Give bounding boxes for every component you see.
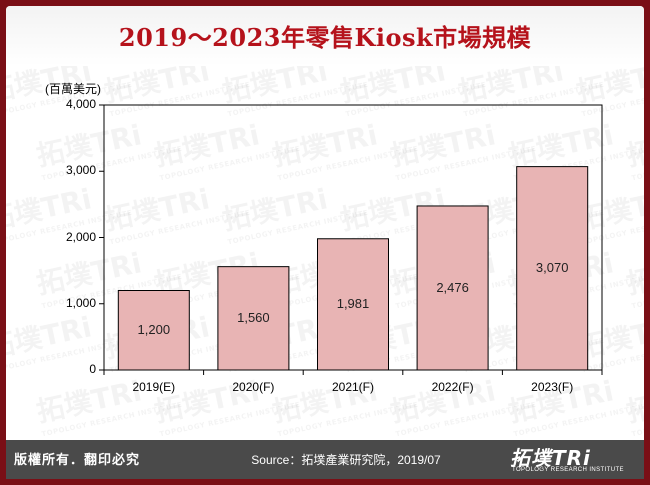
title-band xyxy=(6,6,644,66)
bar xyxy=(117,290,190,371)
bar xyxy=(516,166,589,371)
logo-text: 拓墣TRi xyxy=(510,446,591,470)
y-tick-label: 2,000 xyxy=(65,229,96,244)
x-tick-label: 2020(F) xyxy=(232,380,275,394)
data-label: 1,981 xyxy=(336,296,370,312)
tri-logo: 拓墣TRi TOPOLOGY RESEARCH INSTITUTE xyxy=(510,442,636,477)
x-tick-label: 2023(F) xyxy=(531,380,574,394)
chart-title: 2019～2023年零售Kiosk市場規模 xyxy=(118,23,532,52)
logo-subtext: TOPOLOGY RESEARCH INSTITUTE xyxy=(512,467,624,473)
data-label: 2,476 xyxy=(436,279,469,295)
copyright-notice: 版權所有．翻印必究 xyxy=(14,452,141,467)
source-note: Source：拓墣產業研究院，2019/07 xyxy=(251,453,441,467)
y-tick-label: 4,000 xyxy=(65,97,96,111)
footer-bar: 版權所有．翻印必究 Source：拓墣產業研究院，2019/07 拓墣TRi T… xyxy=(6,440,644,479)
data-label: 1,200 xyxy=(137,322,171,338)
y-tick-label: 1,000 xyxy=(65,295,96,310)
data-label: 3,070 xyxy=(535,260,569,276)
y-axis-unit-label: (百萬美元) xyxy=(45,82,101,96)
x-tick-label: 2022(F) xyxy=(431,380,474,394)
bar xyxy=(217,266,290,371)
x-tick-label: 2021(F) xyxy=(331,380,375,394)
y-tick-label: 0 xyxy=(89,362,96,376)
data-label: 1,560 xyxy=(237,310,270,326)
bar xyxy=(317,238,389,371)
bar xyxy=(416,205,489,371)
y-tick-label: 3,000 xyxy=(65,163,96,178)
x-tick-label: 2019(E) xyxy=(132,380,176,394)
